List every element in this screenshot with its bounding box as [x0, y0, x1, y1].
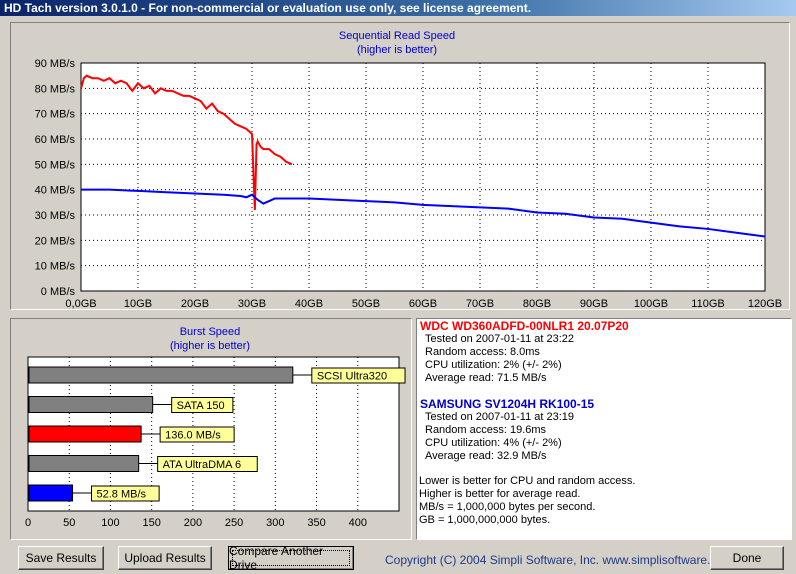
seq-y-tick-label: 50 MB/s [35, 159, 76, 171]
seq-y-tick-label: 40 MB/s [35, 185, 76, 197]
upload-results-button[interactable]: Upload Results [118, 546, 212, 570]
save-results-button[interactable]: Save Results [18, 546, 104, 570]
drive2-random-access: Random access: 19.6ms [425, 424, 547, 436]
note-line: Lower is better for CPU and random acces… [419, 475, 636, 487]
seq-y-tick-label: 20 MB/s [35, 235, 76, 247]
seq-series-line-drive1 [80, 74, 293, 210]
seq-series-line-drive2 [81, 188, 766, 238]
seq-y-tick-label: 90 MB/s [35, 58, 76, 70]
burst-chart-subtitle: (higher is better) [170, 340, 250, 352]
burst-bar [28, 366, 294, 384]
drive1-random-access: Random access: 8.0ms [425, 346, 540, 358]
drive1-name: WDC WD360ADFD-00NLR1 20.07P20 [420, 319, 629, 333]
seq-x-tick-label: 120GB [748, 298, 782, 309]
note-line: Higher is better for average read. [419, 488, 581, 500]
burst-bar-label: 136.0 MB/s [165, 430, 221, 442]
seq-x-tick-label: 100GB [634, 298, 668, 309]
burst-bar [28, 425, 142, 443]
seq-x-tick-label: 90GB [580, 298, 608, 309]
burst-x-tick-label: 400 [349, 517, 367, 529]
drive2-average-read: Average read: 32.9 MB/s [425, 450, 547, 462]
drive2-tested: Tested on 2007-01-11 at 23:19 [425, 411, 575, 423]
burst-x-tick-label: 0 [25, 517, 31, 529]
seq-x-tick-label: 110GB [691, 298, 724, 309]
burst-x-tick-label: 350 [307, 517, 325, 529]
seq-y-tick-label: 80 MB/s [35, 83, 76, 95]
seq-chart-title: Sequential Read Speed [339, 30, 455, 42]
burst-bar-label: ATA UltraDMA 6 [163, 459, 241, 471]
window-title: HD Tach version 3.0.1.0 - For non-commer… [0, 0, 796, 16]
burst-x-tick-label: 100 [101, 517, 119, 529]
drive2-name: SAMSUNG SV1204H RK100-15 [420, 397, 595, 411]
burst-speed-chart: Burst Speed (higher is better) 0 50 100 150… [25, 326, 406, 529]
results-info-panel: WDC WD360ADFD-00NLR1 20.07P20 Tested on … [416, 318, 792, 540]
seq-y-tick-label: 10 MB/s [35, 261, 76, 273]
seq-x-tick-label: 40GB [295, 298, 323, 309]
seq-y-tick-label: 60 MB/s [35, 134, 76, 146]
drive1-tested: Tested on 2007-01-11 at 23:22 [425, 333, 575, 345]
seq-x-tick-label: 70GB [466, 298, 494, 309]
burst-bar-label: 52.8 MB/s [97, 489, 147, 501]
seq-x-tick-label: 10GB [124, 298, 152, 309]
seq-plot-area [80, 62, 766, 292]
burst-bar-label: SCSI Ultra320 [317, 371, 387, 383]
seq-y-tick-label: 0 MB/s [41, 286, 76, 298]
drive1-cpu: CPU utilization: 2% (+/- 2%) [425, 359, 562, 371]
burst-bar [28, 484, 74, 502]
drive1-average-read: Average read: 71.5 MB/s [425, 372, 547, 384]
burst-x-tick-label: 150 [142, 517, 160, 529]
burst-bar-label: SATA 150 [177, 400, 225, 412]
copyright-text: Copyright (C) 2004 Simpli Software, Inc.… [385, 553, 734, 567]
seq-x-tick-label: 60GB [409, 298, 437, 309]
seq-x-tick-label: 30GB [238, 298, 266, 309]
seq-x-tick-label: 50GB [352, 298, 380, 309]
burst-bar [28, 455, 140, 472]
seq-y-tick-label: 30 MB/s [35, 210, 76, 222]
note-line: MB/s = 1,000,000 bytes per second. [419, 501, 596, 513]
seq-chart-subtitle: (higher is better) [357, 44, 437, 56]
sequential-read-chart: Sequential Read Speed (higher is better)… [35, 30, 782, 309]
seq-x-tick-label: 20GB [181, 298, 209, 309]
burst-x-tick-label: 200 [184, 517, 202, 529]
sequential-read-panel: Sequential Read Speed (higher is better)… [10, 22, 790, 310]
compare-another-drive-button[interactable]: Compare Another Drive [228, 544, 354, 572]
note-line: GB = 1,000,000,000 bytes. [419, 514, 551, 526]
burst-x-tick-label: 300 [266, 517, 284, 529]
burst-x-tick-label: 50 [63, 517, 75, 529]
drive2-cpu: CPU utilization: 4% (+/- 2%) [425, 437, 562, 449]
seq-x-tick-label: 0,0GB [65, 298, 96, 309]
burst-bar [28, 396, 154, 413]
burst-x-tick-label: 250 [225, 517, 243, 529]
burst-chart-title: Burst Speed [180, 326, 241, 338]
seq-x-tick-label: 80GB [523, 298, 551, 309]
done-button[interactable]: Done [710, 546, 784, 570]
seq-y-tick-label: 70 MB/s [35, 109, 76, 121]
burst-speed-panel: Burst Speed (higher is better) 0 50 100 150… [10, 318, 412, 540]
